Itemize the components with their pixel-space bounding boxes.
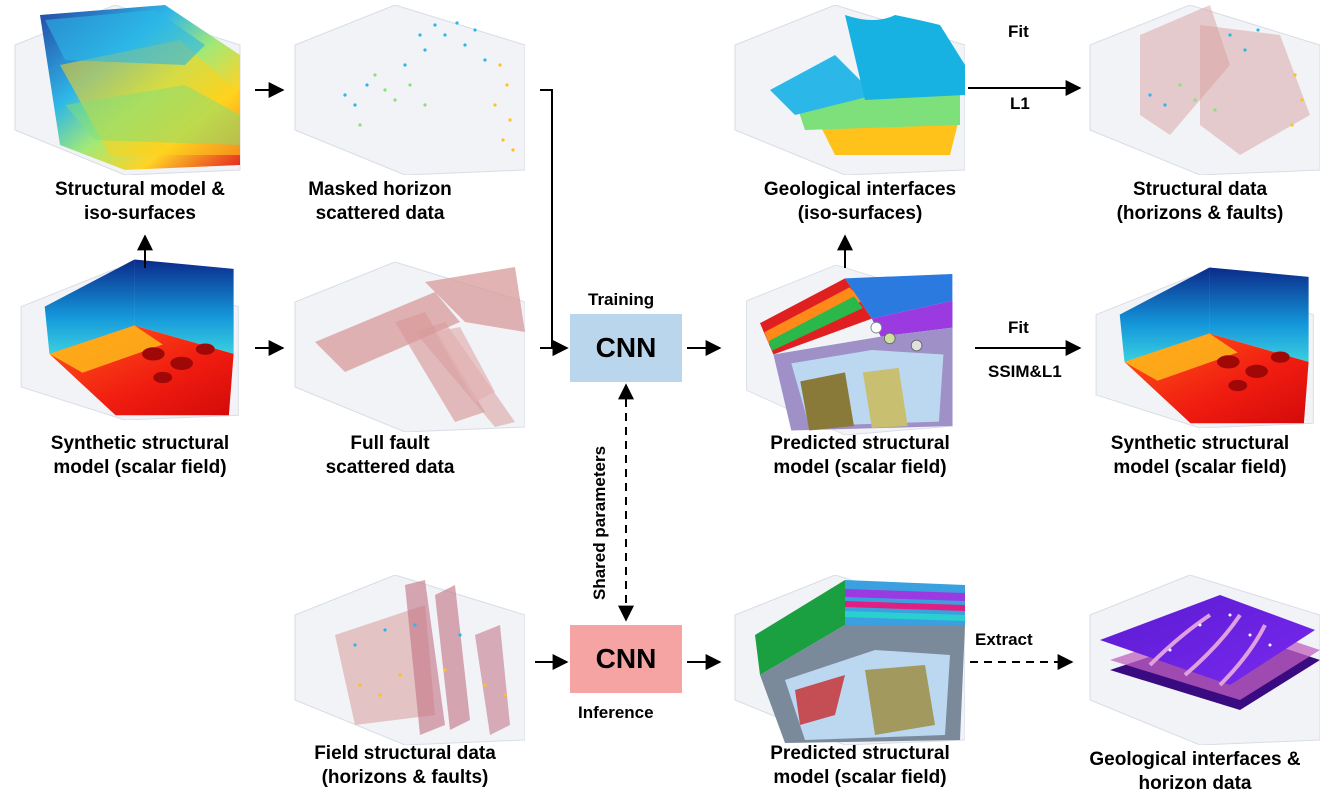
caption-structural-model: Structural model & iso-surfaces	[55, 179, 225, 224]
geo-interfaces-top-panel	[725, 5, 965, 175]
caption-predicted-mid: Predicted structural model (scalar field…	[770, 433, 950, 478]
inference-label: Inference	[578, 703, 654, 722]
structural-model-panel	[5, 5, 245, 175]
caption-structural-data-top: Structural data (horizons & faults)	[1116, 179, 1284, 224]
field-data-panel	[285, 575, 525, 745]
predicted-bottom-panel	[725, 575, 965, 745]
cnn-training-box: CNN	[570, 314, 682, 382]
fit-label-mid: Fit	[1008, 318, 1029, 337]
predicted-mid-panel	[725, 265, 965, 435]
training-label: Training	[588, 290, 655, 309]
caption-field-data: Field structural data (horizons & faults…	[314, 743, 496, 788]
caption-geo-interfaces-top: Geological interfaces (iso-surfaces)	[763, 179, 957, 224]
caption-predicted-bottom: Predicted structural model (scalar field…	[770, 743, 950, 788]
l1-label-top: L1	[1010, 94, 1030, 113]
caption-synthetic-right: Synthetic structural model (scalar field…	[1110, 433, 1290, 478]
structural-data-top-panel	[1080, 5, 1320, 175]
caption-synthetic-left: Synthetic structural model (scalar field…	[50, 433, 230, 478]
synthetic-left-panel	[5, 250, 245, 420]
caption-masked-horizon: Masked horizon scattered data	[308, 179, 452, 224]
fit-label-top: Fit	[1008, 22, 1029, 41]
cnn-inference-box: CNN	[570, 625, 682, 693]
full-fault-panel	[285, 262, 525, 432]
caption-geo-interfaces-bottom: Geological interfaces & horizon data	[1089, 749, 1301, 794]
masked-horizon-panel	[285, 5, 525, 175]
shared-parameters-label: Shared parameters	[590, 445, 609, 600]
synthetic-right-panel	[1080, 258, 1320, 428]
arrow-masked-to-cnn	[540, 89, 569, 356]
extract-label: Extract	[975, 630, 1033, 649]
geo-interfaces-bottom-panel	[1080, 575, 1320, 745]
ssim-l1-label: SSIM&L1	[988, 362, 1062, 381]
caption-full-fault: Full fault scattered data	[325, 433, 455, 478]
